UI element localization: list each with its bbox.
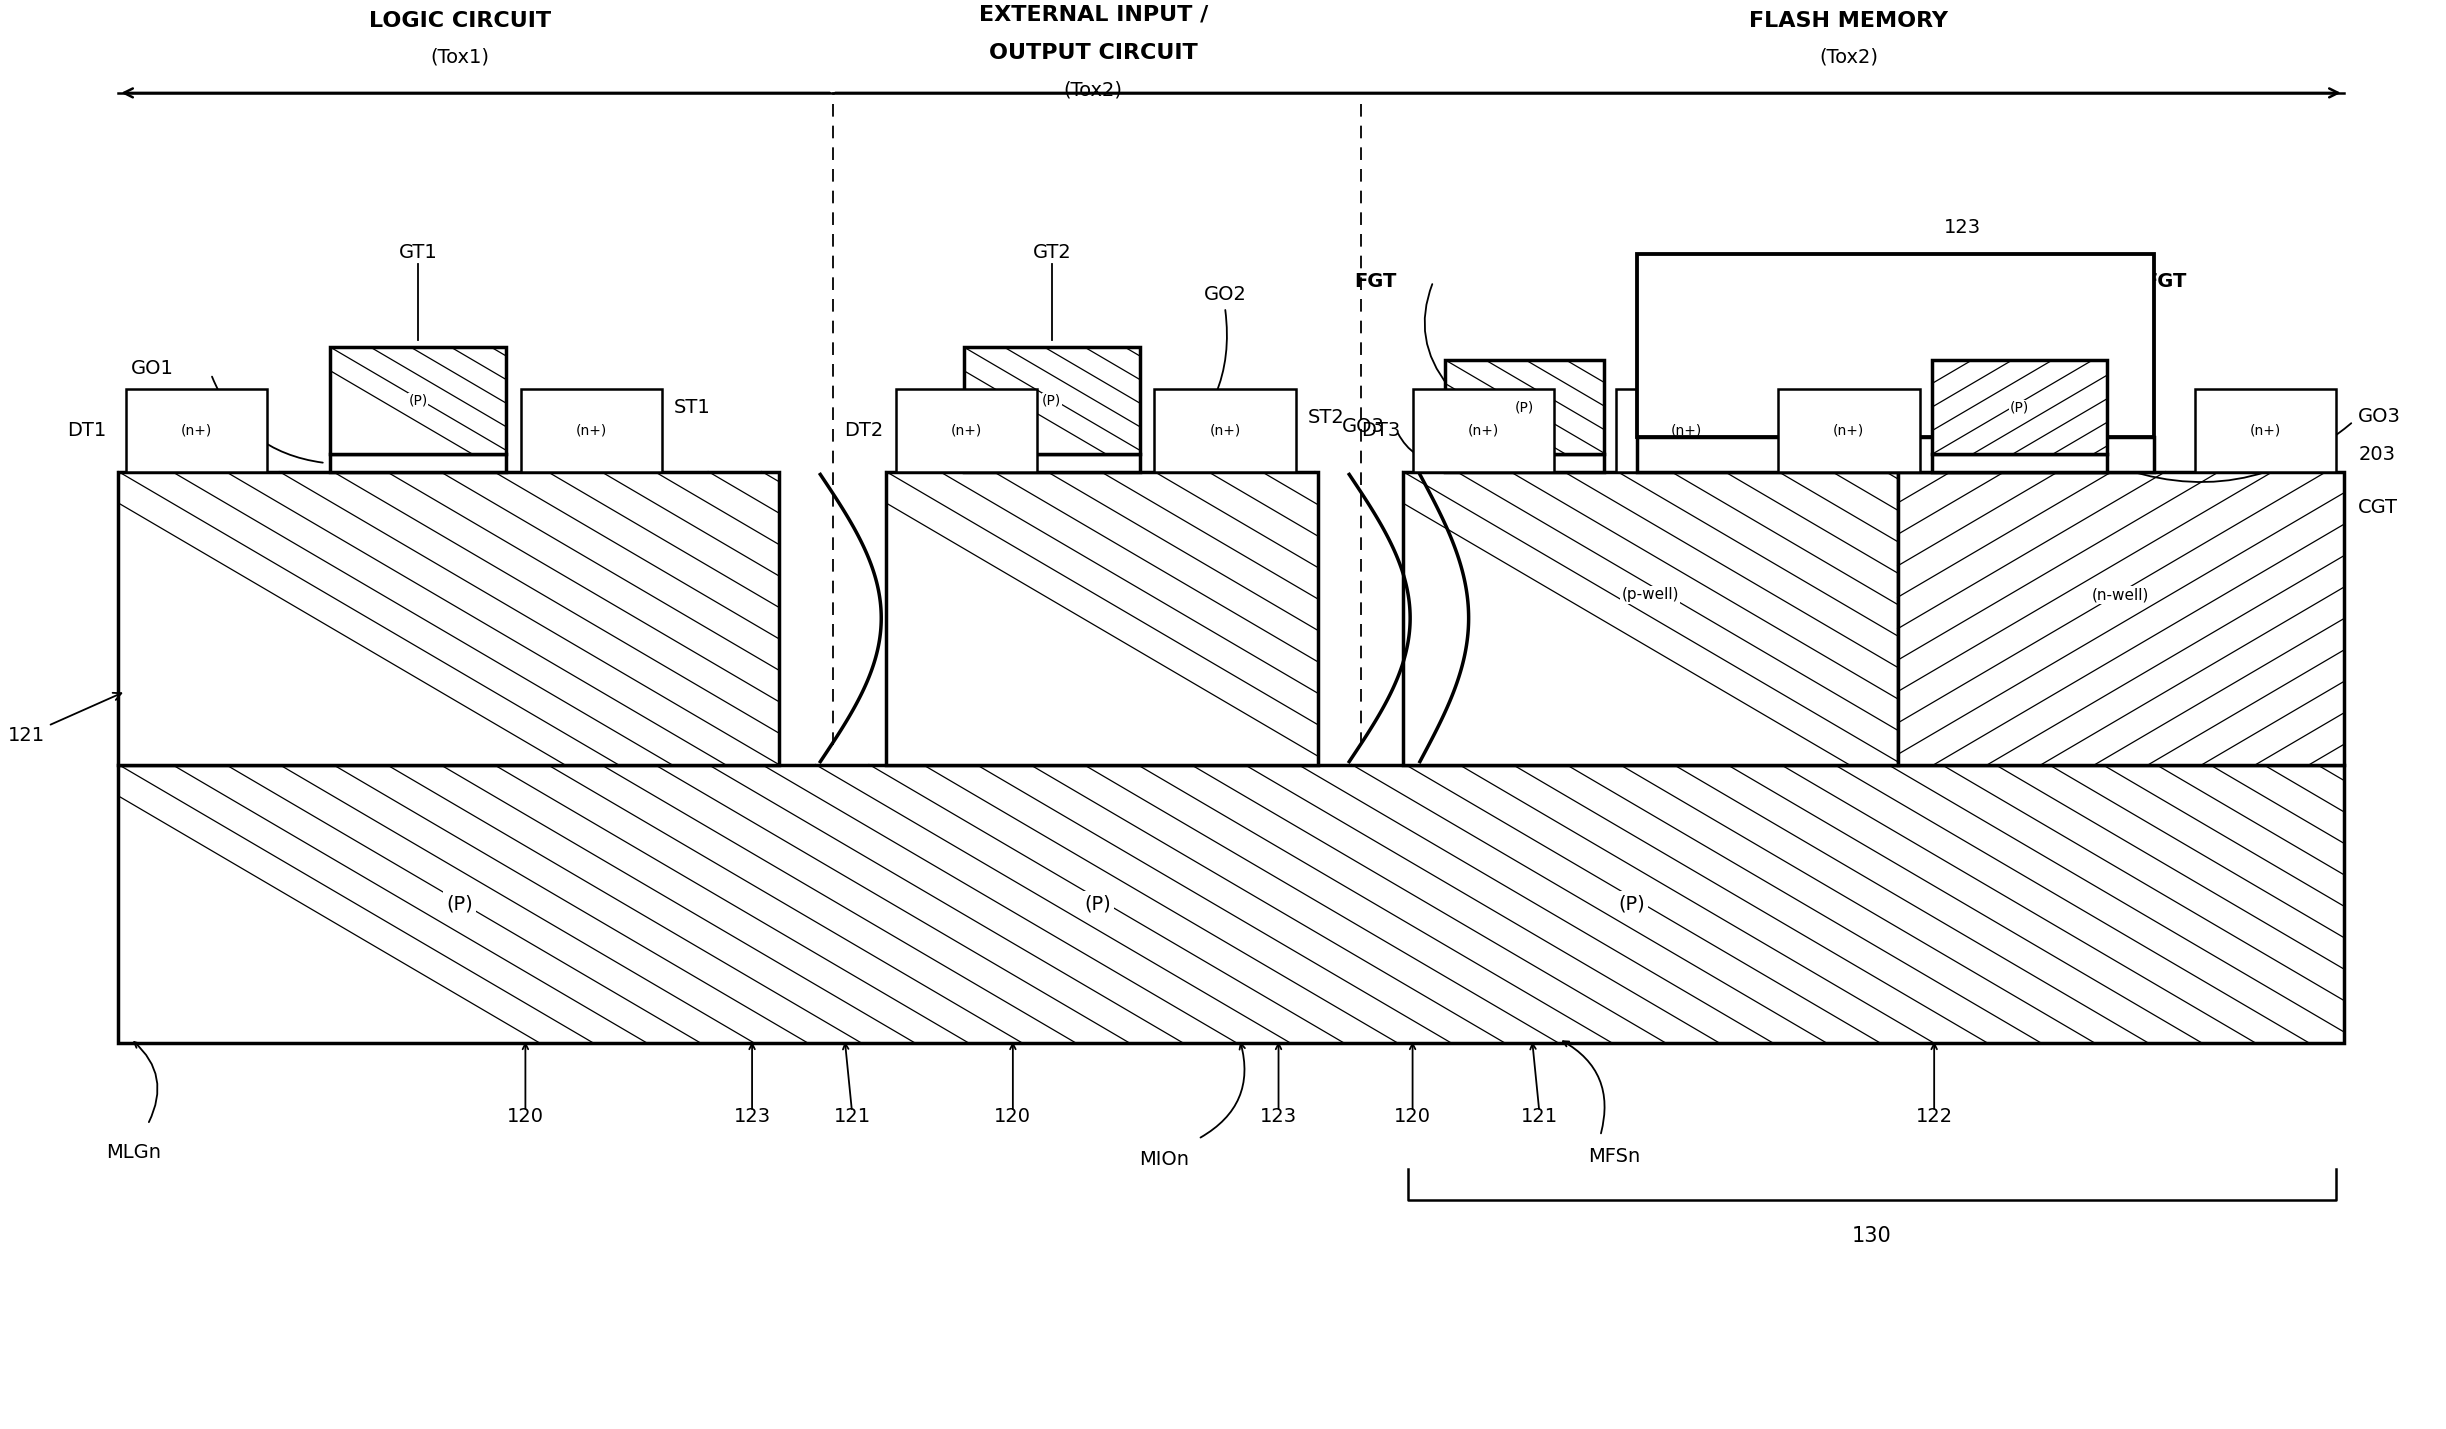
Text: (Tox1): (Tox1) <box>430 47 489 67</box>
Text: FLASH MEMORY: FLASH MEMORY <box>1749 11 1949 31</box>
Text: (n+): (n+) <box>951 423 983 437</box>
Bar <box>895 389 1037 472</box>
Text: OUTPUT CIRCUIT: OUTPUT CIRCUIT <box>988 43 1199 63</box>
Text: (n+): (n+) <box>575 423 607 437</box>
Text: GO2: GO2 <box>1203 286 1247 304</box>
Text: GT2: GT2 <box>1032 243 1071 262</box>
Text: 120: 120 <box>1394 1107 1431 1126</box>
Text: GO3: GO3 <box>2358 407 2402 426</box>
Text: DT3: DT3 <box>1360 420 1402 440</box>
Text: ST3: ST3 <box>1830 306 1866 324</box>
Text: GT1: GT1 <box>399 243 438 262</box>
Bar <box>1932 454 2106 472</box>
Bar <box>1446 360 1605 454</box>
Text: FGT: FGT <box>2143 272 2187 292</box>
Text: (P): (P) <box>1084 895 1110 913</box>
Text: 120: 120 <box>506 1107 543 1126</box>
Text: (n+): (n+) <box>1671 423 1702 437</box>
Text: 121: 121 <box>1521 1107 1558 1126</box>
Text: 203: 203 <box>2358 444 2395 464</box>
Text: (n-well): (n-well) <box>2091 587 2150 602</box>
Text: (n+): (n+) <box>1832 423 1864 437</box>
Text: 123: 123 <box>734 1107 770 1126</box>
Text: (n+): (n+) <box>181 423 213 437</box>
Bar <box>117 472 778 765</box>
Text: (P): (P) <box>1042 394 1062 407</box>
Bar <box>117 765 2343 1043</box>
Text: (P): (P) <box>445 895 472 913</box>
Text: (n+): (n+) <box>1468 423 1499 437</box>
Bar <box>125 389 267 472</box>
Bar <box>964 347 1140 454</box>
Text: GO1: GO1 <box>130 359 174 379</box>
Text: (Tox2): (Tox2) <box>1064 80 1123 100</box>
Text: CGT: CGT <box>2358 497 2397 517</box>
Bar <box>521 389 663 472</box>
Text: 123: 123 <box>1260 1107 1296 1126</box>
Bar <box>1617 389 1759 472</box>
Text: 120: 120 <box>996 1107 1032 1126</box>
Text: (Tox2): (Tox2) <box>1820 47 1879 67</box>
Text: (n+): (n+) <box>2250 423 2282 437</box>
Bar <box>330 454 506 472</box>
Text: MLGn: MLGn <box>105 1143 161 1162</box>
Bar <box>1636 437 2152 472</box>
Text: (P): (P) <box>2011 400 2030 414</box>
Text: 121: 121 <box>834 1107 871 1126</box>
Text: 121: 121 <box>7 693 122 745</box>
Bar <box>1155 389 1296 472</box>
Text: ST1: ST1 <box>675 397 712 417</box>
Bar <box>1932 360 2106 454</box>
Text: DT1: DT1 <box>66 420 105 440</box>
Bar <box>1404 472 1898 765</box>
Text: LOGIC CIRCUIT: LOGIC CIRCUIT <box>369 11 550 31</box>
Bar <box>1778 389 1920 472</box>
Text: 122: 122 <box>1915 1107 1952 1126</box>
Bar <box>1414 389 1553 472</box>
Text: MFSn: MFSn <box>1587 1147 1641 1166</box>
Bar <box>1898 472 2343 765</box>
Text: DT2: DT2 <box>844 420 883 440</box>
Bar <box>885 472 1318 765</box>
Text: 123: 123 <box>1945 219 1981 237</box>
Text: EXTERNAL INPUT /: EXTERNAL INPUT / <box>978 4 1208 24</box>
Text: (p-well): (p-well) <box>1622 587 1678 602</box>
Text: (P): (P) <box>1514 400 1534 414</box>
Text: (P): (P) <box>408 394 428 407</box>
Text: ST2: ST2 <box>1309 409 1345 427</box>
Bar <box>330 347 506 454</box>
Text: FGT: FGT <box>1355 272 1397 292</box>
Text: (n+): (n+) <box>1208 423 1240 437</box>
Text: 130: 130 <box>1852 1226 1891 1246</box>
Bar <box>1446 454 1605 472</box>
Bar <box>964 454 1140 472</box>
Text: GO3: GO3 <box>1343 417 1384 436</box>
Bar <box>1636 254 2152 437</box>
Text: (P): (P) <box>1619 895 1646 913</box>
Text: MIOn: MIOn <box>1140 1150 1189 1169</box>
Bar <box>2194 389 2336 472</box>
